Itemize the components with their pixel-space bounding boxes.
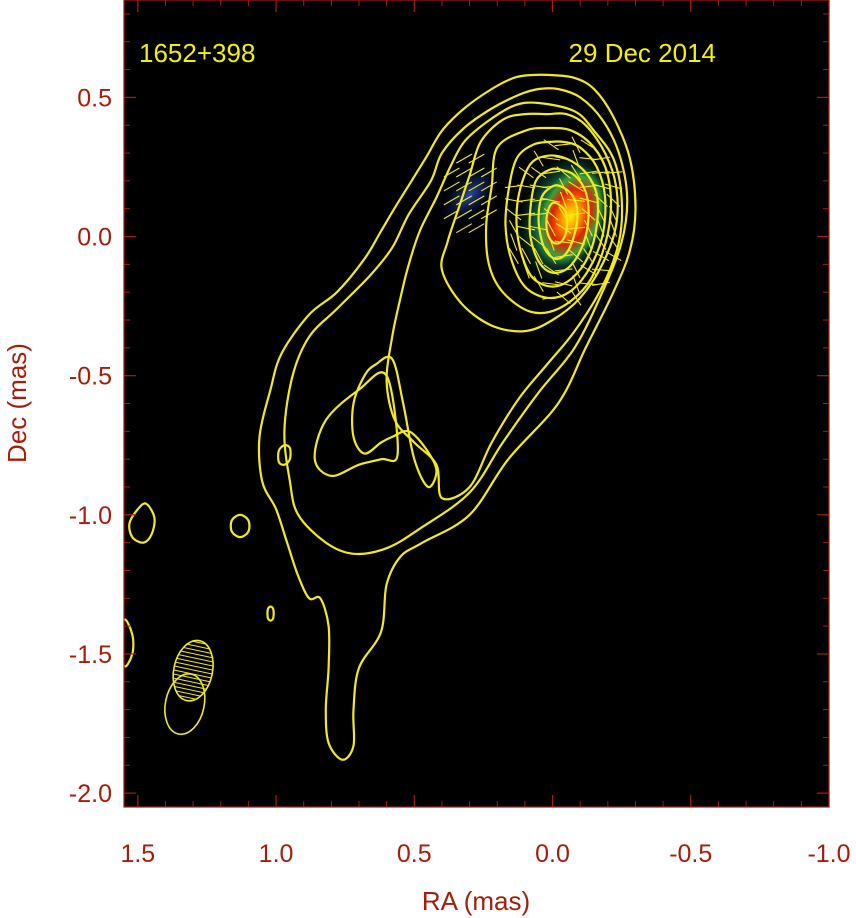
contour-level-5 bbox=[484, 126, 613, 315]
evpa-tick bbox=[584, 219, 593, 237]
evpa-tick bbox=[506, 208, 522, 221]
pi-blob-west bbox=[439, 164, 500, 226]
evpa-tick bbox=[468, 167, 485, 178]
evpa-tick bbox=[504, 184, 523, 189]
evpa-tick bbox=[559, 191, 568, 209]
y-tick-label: 0.5 bbox=[77, 84, 112, 112]
y-tick-label: -1.5 bbox=[69, 641, 112, 669]
evpa-tick bbox=[542, 282, 561, 286]
y-axis-ticks: 0.5 0.0 -0.5 -1.0 -1.5 -2.0 bbox=[69, 13, 829, 808]
evpa-tick bbox=[568, 249, 584, 263]
evpa-tick bbox=[570, 164, 582, 181]
evpa-tick bbox=[518, 236, 534, 249]
contour-level-2 bbox=[313, 371, 399, 478]
beam-ellipse bbox=[164, 673, 206, 736]
evpa-tick bbox=[480, 167, 498, 178]
evpa-tick bbox=[555, 222, 572, 234]
evpa-tick bbox=[455, 209, 473, 220]
contour-level-4 bbox=[440, 112, 619, 333]
contour-level-1 bbox=[257, 73, 637, 761]
evpa-tick bbox=[568, 181, 584, 192]
evpa-tick bbox=[480, 181, 498, 192]
contour-level-1 bbox=[266, 605, 275, 622]
evpa-tick bbox=[517, 212, 536, 216]
contour-level-2 bbox=[283, 87, 629, 556]
evpa-tick bbox=[543, 208, 559, 221]
evpa-tick bbox=[609, 219, 618, 237]
y-tick-label: -0.5 bbox=[69, 363, 112, 391]
x-axis-ticks: 1.5 1.0 0.5 0.0 -0.5 -1.0 bbox=[120, 0, 851, 868]
y-axis-title: Dec (mas) bbox=[2, 343, 32, 463]
evpa-tick bbox=[443, 181, 460, 192]
evpa-tick bbox=[571, 261, 581, 279]
contour-level-3 bbox=[385, 101, 624, 501]
evpa-tick bbox=[558, 178, 569, 195]
contour-level-1 bbox=[124, 618, 135, 668]
contour-level-6 bbox=[504, 140, 607, 300]
evpa-tick bbox=[455, 167, 473, 178]
x-tick-label: -0.5 bbox=[669, 840, 712, 868]
epoch-label: 29 Dec 2014 bbox=[569, 38, 716, 68]
evpa-tick bbox=[535, 261, 543, 279]
contour-level-3 bbox=[350, 355, 438, 489]
evpa-tick bbox=[579, 170, 598, 175]
beam-ellipses bbox=[164, 639, 214, 736]
contour-level-9 bbox=[537, 184, 579, 261]
evpa-tick bbox=[529, 198, 548, 203]
evpa-tick bbox=[567, 198, 586, 202]
y-tick-label: -1.0 bbox=[69, 502, 112, 530]
evpa-tick bbox=[542, 170, 561, 175]
evpa-tick bbox=[443, 195, 460, 206]
evpa-tick bbox=[556, 291, 571, 305]
evpa-tick bbox=[455, 181, 473, 192]
contour-level-1 bbox=[229, 513, 251, 539]
evpa-tick bbox=[455, 153, 473, 164]
contour-level-1 bbox=[128, 502, 156, 544]
evpa-tick bbox=[455, 195, 473, 206]
evpa-tick bbox=[468, 195, 485, 206]
evpa-tick bbox=[510, 233, 518, 251]
evpa-tick bbox=[531, 166, 547, 179]
x-tick-label: 0.0 bbox=[535, 840, 570, 868]
evpa-tick bbox=[468, 209, 485, 220]
evpa-tick bbox=[468, 153, 485, 164]
x-tick-label: 1.0 bbox=[259, 840, 294, 868]
evpa-tick bbox=[517, 225, 536, 231]
evpa-tick bbox=[567, 239, 585, 245]
x-tick-label: 0.5 bbox=[397, 840, 432, 868]
contour-level-1 bbox=[277, 444, 292, 466]
y-tick-label: -2.0 bbox=[69, 780, 112, 808]
evpa-tick bbox=[542, 156, 561, 161]
evpa-tick bbox=[572, 275, 580, 293]
contour-level-8 bbox=[528, 167, 590, 275]
evpa-tick bbox=[604, 183, 623, 190]
y-tick-label: 0.0 bbox=[77, 224, 112, 252]
evpa-tick bbox=[567, 212, 586, 217]
evpa-tick bbox=[554, 240, 573, 244]
contour-lines bbox=[124, 73, 637, 761]
contour-level-7 bbox=[515, 154, 600, 288]
x-axis-title: RA (mas) bbox=[422, 886, 530, 916]
evpa-tick bbox=[468, 223, 485, 234]
evpa-tick bbox=[579, 157, 598, 161]
evpa-tick bbox=[521, 247, 532, 265]
source-name: 1652+398 bbox=[139, 38, 255, 68]
x-tick-label: 1.5 bbox=[120, 840, 155, 868]
evpa-tick bbox=[480, 209, 498, 220]
evpa-tick bbox=[546, 219, 556, 237]
evpa-tick bbox=[468, 181, 485, 192]
evpa-tick bbox=[508, 247, 519, 265]
plot-background bbox=[124, 0, 829, 807]
contour-level-10 bbox=[545, 201, 569, 245]
evpa-tick bbox=[529, 184, 548, 189]
x-tick-label: -1.0 bbox=[807, 840, 850, 868]
evpa-tick bbox=[455, 223, 473, 234]
evpa-tick bbox=[592, 183, 610, 190]
evpa-tick bbox=[533, 247, 544, 265]
